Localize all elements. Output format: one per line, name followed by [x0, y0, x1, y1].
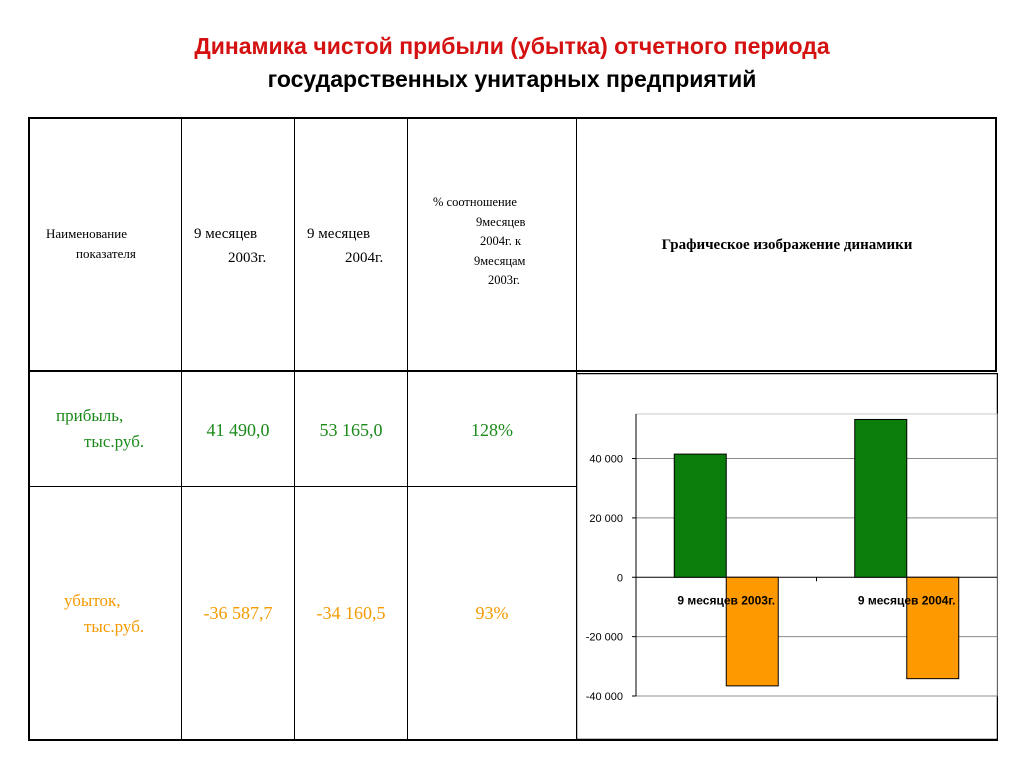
- header-graph: Графическое изображение динамики: [661, 237, 913, 253]
- header-ratio-line-3: 2004г. к: [480, 234, 522, 248]
- row-label-profit-line-1: прибыль,: [56, 406, 124, 425]
- dynamics-chart: -40 000 -20 000 0 20 000 40 000 9 месяцев 200…: [576, 373, 998, 740]
- table-border-left: [28, 117, 30, 741]
- x-category-label: 9 месяцев 2004г.: [858, 593, 956, 607]
- header-ratio: % соотношение 9месяцев 2004г. к 9месяцам…: [408, 193, 576, 291]
- y-tick-label: -40 000: [586, 691, 623, 703]
- column-divider-3: [407, 117, 408, 741]
- row-label-loss-line-1: убыток,: [64, 591, 121, 610]
- header-ratio-line-2: 9месяцев: [476, 214, 526, 229]
- title-line-2: государственных унитарных предприятий: [267, 66, 757, 92]
- header-name-line-2: показателя: [76, 246, 136, 261]
- header-2004-line-2: 2004г.: [345, 250, 384, 266]
- profit-ratio-value: 128%: [471, 420, 513, 440]
- row-label-loss-line-2: тыс.руб.: [84, 617, 145, 636]
- header-2003: 9 месяцев 2003г.: [182, 222, 294, 270]
- bar-loss: [906, 576, 960, 680]
- loss-ratio-value: 93%: [475, 603, 509, 623]
- column-divider-1: [181, 117, 182, 741]
- dynamics-chart-svg: -40 000 -20 000 0 20 000 40 000 9 месяцев 200…: [576, 373, 998, 740]
- page-title: Динамика чистой прибыли (убытка) отчетно…: [0, 30, 1024, 96]
- table-border-top: [28, 117, 997, 119]
- table-border-right: [995, 117, 997, 372]
- row-label-profit: прибыль, тыс.руб.: [30, 403, 180, 455]
- table-border-bottom: [28, 739, 998, 741]
- header-name-line-1: Наименование: [46, 226, 127, 241]
- profit-2003-value: 41 490,0: [206, 420, 270, 440]
- header-2003-line-2: 2003г.: [228, 250, 267, 266]
- loss-2003-value: -36 587,7: [203, 603, 273, 623]
- loss-2004-value: -34 160,5: [316, 603, 386, 623]
- y-tick-label: 0: [617, 572, 623, 584]
- x-category-label: 9 месяцев 2003г.: [677, 593, 775, 607]
- header-ratio-line-4: 9месяцам: [474, 253, 526, 268]
- y-tick-label: -20 000: [586, 632, 623, 644]
- table-row-divider: [28, 486, 576, 487]
- header-ratio-line-1: % соотношение: [433, 195, 517, 209]
- header-ratio-line-5: 2003г.: [488, 273, 520, 287]
- row-label-profit-line-2: тыс.руб.: [84, 432, 145, 451]
- profit-2004-value: 53 165,0: [319, 420, 383, 440]
- bar-loss: [725, 576, 779, 687]
- header-2004-line-1: 9 месяцев: [307, 226, 371, 242]
- title-line-1: Динамика чистой прибыли (убытка) отчетно…: [194, 33, 830, 59]
- table-header-divider: [28, 370, 997, 372]
- y-tick-label: 20 000: [589, 513, 623, 525]
- bar-profit: [854, 418, 908, 578]
- row-label-loss: убыток, тыс.руб.: [30, 588, 180, 640]
- y-tick-label: 40 000: [589, 454, 623, 466]
- header-2004: 9 месяцев 2004г.: [295, 222, 407, 270]
- header-indicator-name: Наименование показателя: [30, 224, 180, 264]
- column-divider-2: [294, 117, 295, 741]
- bar-profit: [673, 453, 727, 578]
- header-2003-line-1: 9 месяцев: [194, 226, 258, 242]
